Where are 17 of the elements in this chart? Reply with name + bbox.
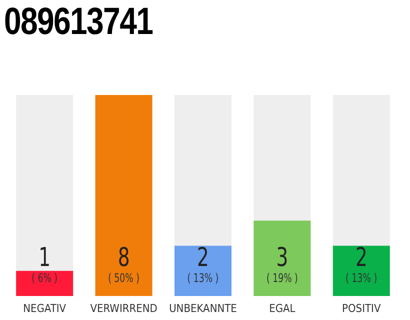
x-tick-label: NEGATIV bbox=[23, 302, 66, 315]
data-label: 1 bbox=[38, 242, 51, 273]
x-tick-label: VERWIRREND bbox=[90, 302, 158, 315]
data-label: 2 bbox=[355, 242, 368, 273]
annotation: ( 19% ) bbox=[266, 270, 298, 286]
annotation: ( 50% ) bbox=[108, 270, 140, 286]
annotation: ( 13% ) bbox=[346, 270, 378, 286]
data-label: 8 bbox=[118, 242, 130, 273]
chart-title: 089613741 bbox=[4, 0, 153, 44]
bar bbox=[16, 270, 74, 296]
x-tick-label: POSITIV bbox=[342, 302, 381, 315]
x-tick-label: UNBEKANNTE bbox=[169, 302, 237, 315]
data-label: 3 bbox=[276, 242, 288, 273]
x-tick-label: EGAL bbox=[269, 302, 296, 315]
data-label: 2 bbox=[197, 242, 209, 273]
annotation: ( 13% ) bbox=[187, 270, 219, 286]
annotation: ( 6% ) bbox=[32, 270, 58, 286]
